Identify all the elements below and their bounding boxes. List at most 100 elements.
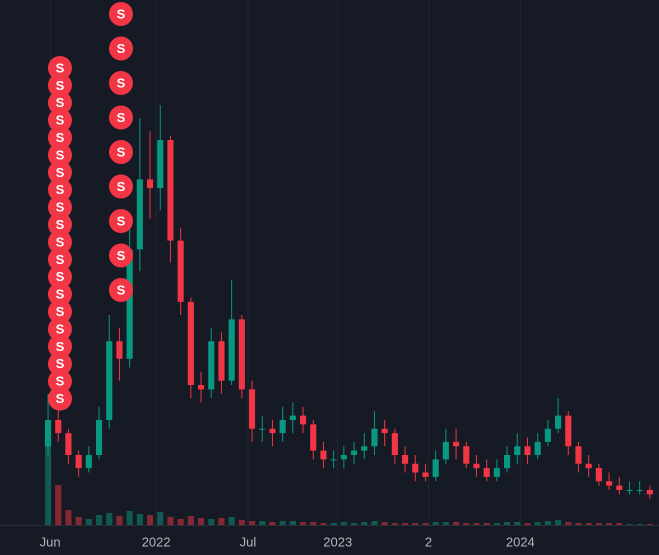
candle-body <box>65 433 72 455</box>
signal-label: S <box>56 200 65 215</box>
signal-label: S <box>56 60 65 75</box>
signal-label: S <box>56 356 65 371</box>
candle-body <box>310 424 317 451</box>
candle-body <box>95 420 103 455</box>
volume-bar <box>136 514 143 525</box>
volume-bar <box>238 520 245 525</box>
candle-body <box>136 179 143 250</box>
candle-body <box>585 463 592 469</box>
signal-label: S <box>56 234 65 249</box>
volume-bar <box>636 524 643 525</box>
candle-body <box>279 420 286 434</box>
volume-bar <box>310 522 317 525</box>
candle-body <box>575 446 582 464</box>
signal-marker <box>47 73 72 98</box>
candle-body <box>116 341 123 359</box>
signal-label: S <box>56 374 65 389</box>
volume-bar <box>146 515 154 525</box>
signal-label: S <box>56 95 65 110</box>
candle-body <box>483 468 490 477</box>
volume-bar <box>442 522 449 525</box>
signal-marker <box>108 105 133 130</box>
volume-bar <box>167 517 174 525</box>
candle-body <box>55 420 62 434</box>
volume-bar <box>126 511 133 525</box>
volume-bar <box>75 517 82 525</box>
volume-bar <box>248 521 256 525</box>
volume-bar <box>432 522 439 525</box>
candle-body <box>636 490 643 491</box>
volume-bar <box>575 523 582 525</box>
volume-bar <box>381 522 388 525</box>
signal-marker <box>108 36 133 61</box>
signal-marker <box>47 299 72 324</box>
signal-label: S <box>56 339 65 354</box>
volume-bar <box>299 522 307 525</box>
volume-bar <box>565 522 572 525</box>
candle-body <box>422 472 429 477</box>
candle-body <box>514 446 521 455</box>
volume-bar <box>361 522 368 525</box>
volume-bar <box>289 521 296 525</box>
signal-marker <box>47 351 72 376</box>
signal-label: S <box>117 282 126 297</box>
signal-label: S <box>117 6 126 21</box>
signal-marker <box>47 56 72 80</box>
candle-body <box>524 446 531 455</box>
volume-bar <box>187 516 194 525</box>
candle-body <box>402 455 409 464</box>
volume-bar <box>320 523 327 525</box>
candle-body <box>167 140 174 241</box>
signal-marker <box>47 143 72 167</box>
volume-bar <box>330 523 337 525</box>
volume-bar <box>514 522 521 525</box>
signal-marker <box>47 264 72 289</box>
volume-bar <box>65 510 72 525</box>
signal-label: S <box>56 304 65 319</box>
signal-marker <box>47 369 72 394</box>
signal-label: S <box>56 321 65 336</box>
candle-body <box>412 463 419 473</box>
candle-body <box>453 441 460 447</box>
volume-bar <box>585 523 592 525</box>
volume-bar <box>544 521 551 525</box>
candle-body <box>259 428 266 430</box>
volume-bar <box>493 523 500 525</box>
signal-label: S <box>117 248 126 263</box>
volume-bar <box>422 523 429 525</box>
candle-body <box>626 490 633 491</box>
candle-body <box>44 420 52 447</box>
volume-bar <box>116 516 123 525</box>
x-tick-label: 2 <box>425 534 432 549</box>
candle-body <box>269 428 276 434</box>
volume-bar <box>279 521 286 525</box>
signal-label: S <box>56 147 65 162</box>
volume-bar <box>44 440 52 525</box>
x-tick-label: Jun <box>40 534 61 549</box>
signal-label: S <box>117 179 126 194</box>
volume-bar <box>177 519 184 525</box>
candle-body <box>238 319 245 390</box>
volume-bar <box>606 523 613 525</box>
signal-marker <box>47 247 72 272</box>
candle-body <box>371 428 378 447</box>
volume-bar <box>269 522 276 525</box>
volume-bar <box>463 523 470 525</box>
volume-bar <box>208 519 215 525</box>
volume-bar <box>340 522 347 525</box>
signal-marker <box>108 174 133 199</box>
candle-body <box>504 455 511 469</box>
volume-bar <box>412 523 419 525</box>
candle-body <box>565 415 572 447</box>
candle-body <box>106 341 113 420</box>
candle-body <box>228 319 235 381</box>
signal-label: S <box>56 217 65 232</box>
candle-body <box>606 481 613 486</box>
signal-marker <box>108 278 133 302</box>
candle-body <box>493 468 500 477</box>
candle-body <box>381 428 388 434</box>
signal-label: S <box>56 113 65 128</box>
volume-bar <box>351 523 358 525</box>
signal-marker <box>47 177 72 202</box>
signal-marker <box>47 125 72 150</box>
